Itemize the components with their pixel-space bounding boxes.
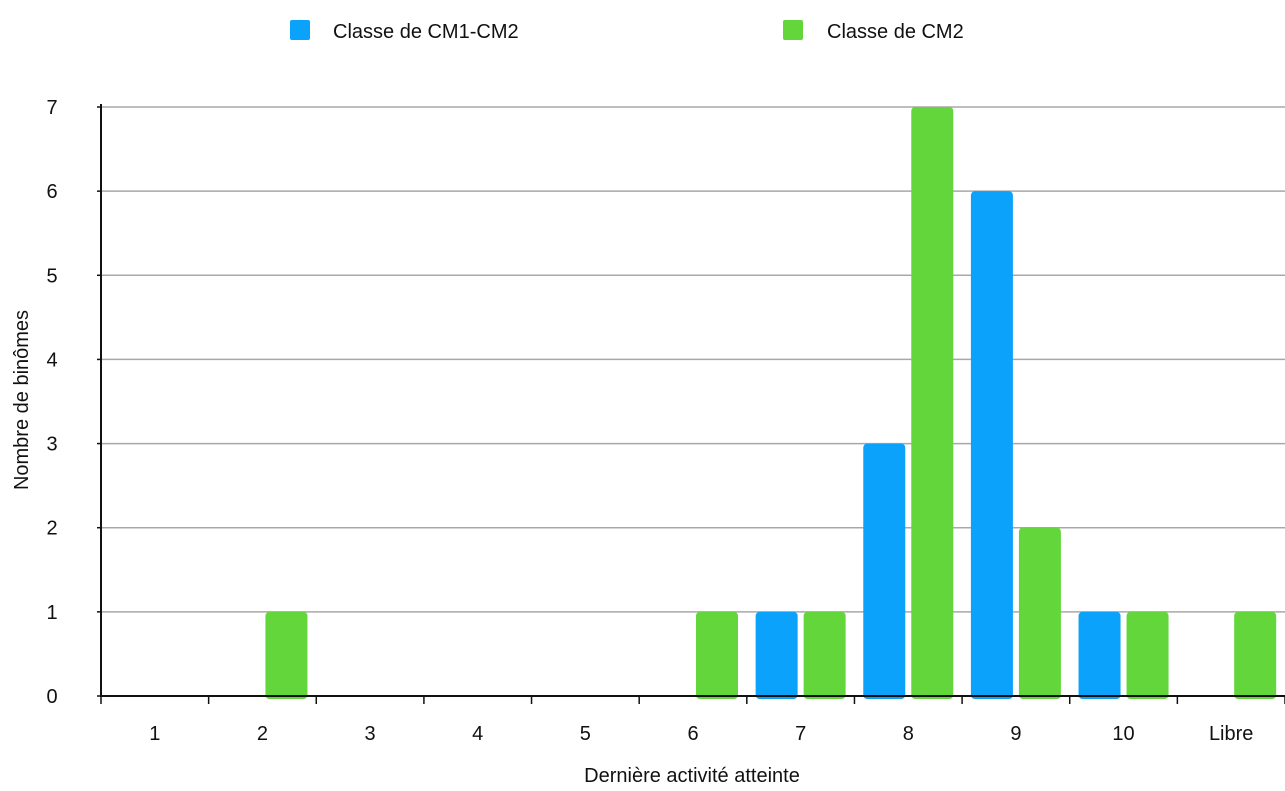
bar-cm2-8 [911,107,954,699]
gridlines [101,106,1285,613]
y-tick-label: 2 [46,518,57,540]
bar-cm2-6 [696,611,738,699]
bar-cm2-libre [1234,611,1277,699]
y-tick-label: 4 [46,349,57,371]
y-tick-label: 7 [46,97,57,119]
x-tick-label: 1 [149,723,160,745]
x-tick-label: 10 [1112,723,1134,745]
x-tick-label: 5 [580,723,591,745]
x-tick-label: 6 [687,723,698,745]
bar-cm1-cm2-7 [755,611,798,699]
bar-cm1-cm2-8 [863,443,906,699]
x-axis-title: Dernière activité atteinte [584,765,800,787]
y-tick-label: 0 [46,686,57,708]
bar-cm1-cm2-10 [1078,611,1121,699]
x-tick-label: 3 [365,723,376,745]
legend-label-cm2: Classe de CM2 [827,21,964,43]
y-tick-label: 5 [46,265,57,287]
bars [265,107,1277,699]
legend-swatch-cm2 [783,20,803,40]
legend-label-cm1-cm2: Classe de CM1-CM2 [333,21,519,43]
y-axis-ticks: 0 1 2 3 4 5 6 7 [46,97,101,708]
x-tick-label: 4 [472,723,483,745]
bar-cm2-7 [803,611,846,699]
x-tick-label: 9 [1010,723,1021,745]
y-tick-label: 3 [46,434,57,456]
legend: Classe de CM1-CM2 Classe de CM2 [290,20,964,43]
x-axis-ticks: 1 2 3 4 5 6 7 8 9 10 Libre [100,696,1285,745]
bar-cm2-9 [1018,527,1061,699]
x-tick-label: 2 [257,723,268,745]
x-tick-label: Libre [1209,723,1253,745]
x-tick-label: 8 [903,723,914,745]
y-axis-title: Nombre de binômes [11,310,33,490]
bar-cm1-cm2-9 [970,191,1013,699]
y-tick-label: 6 [46,181,57,203]
x-tick-label: 7 [795,723,806,745]
bar-cm2-2 [265,611,308,699]
y-tick-label: 1 [46,602,57,624]
bar-cm2-10 [1126,611,1169,699]
legend-swatch-cm1-cm2 [290,20,310,40]
